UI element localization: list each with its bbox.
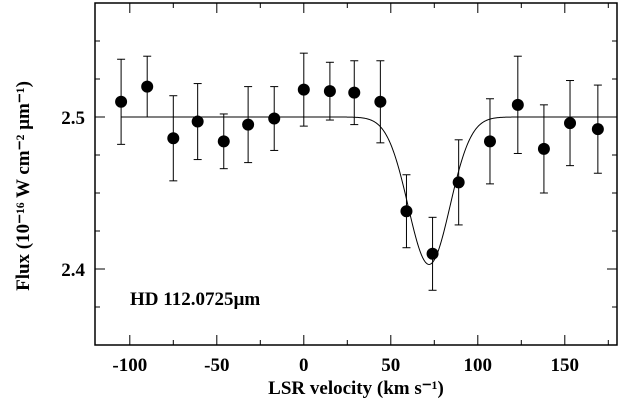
data-point [323, 85, 336, 98]
plot-frame [94, 2, 618, 346]
y-tick-label: 2.5 [61, 108, 85, 129]
tick-label-layer: -100 -50 0 50 100 150 2.4 2.5 [61, 108, 579, 376]
data-point [242, 118, 255, 131]
data-point [511, 98, 524, 111]
data-point [348, 86, 361, 99]
data-point [564, 117, 577, 130]
x-axis-title: LSR velocity (km s⁻¹) [268, 378, 444, 399]
data-point [483, 135, 496, 148]
x-tick-label: -100 [112, 355, 147, 376]
fit-curve-layer [121, 116, 614, 265]
data-point [141, 80, 154, 93]
data-point [297, 83, 310, 96]
data-point [426, 247, 439, 260]
data-point [167, 132, 180, 145]
spectral-line-annotation: HD 112.0725µm [130, 289, 260, 310]
x-tick-label: 150 [551, 355, 580, 376]
data-point [217, 135, 230, 148]
data-point [374, 95, 387, 108]
y-tick-label: 2.4 [61, 260, 85, 281]
x-tick-label: 50 [381, 355, 400, 376]
gaussian-fit-line [121, 116, 614, 265]
plot-frame-border [94, 2, 618, 346]
data-point [400, 205, 413, 218]
y-axis-title: Flux (10⁻¹⁶ W cm⁻² µm⁻¹) [13, 81, 34, 291]
x-tick-label: 0 [299, 355, 309, 376]
data-point [268, 112, 281, 125]
x-tick-label: 100 [464, 355, 493, 376]
error-bar-layer [117, 52, 602, 291]
data-point [537, 142, 550, 155]
data-point [115, 95, 128, 108]
data-point [452, 176, 465, 189]
data-point [591, 123, 604, 136]
data-point [191, 115, 204, 128]
x-tick-label: -50 [204, 355, 229, 376]
data-point-layer [115, 80, 604, 260]
